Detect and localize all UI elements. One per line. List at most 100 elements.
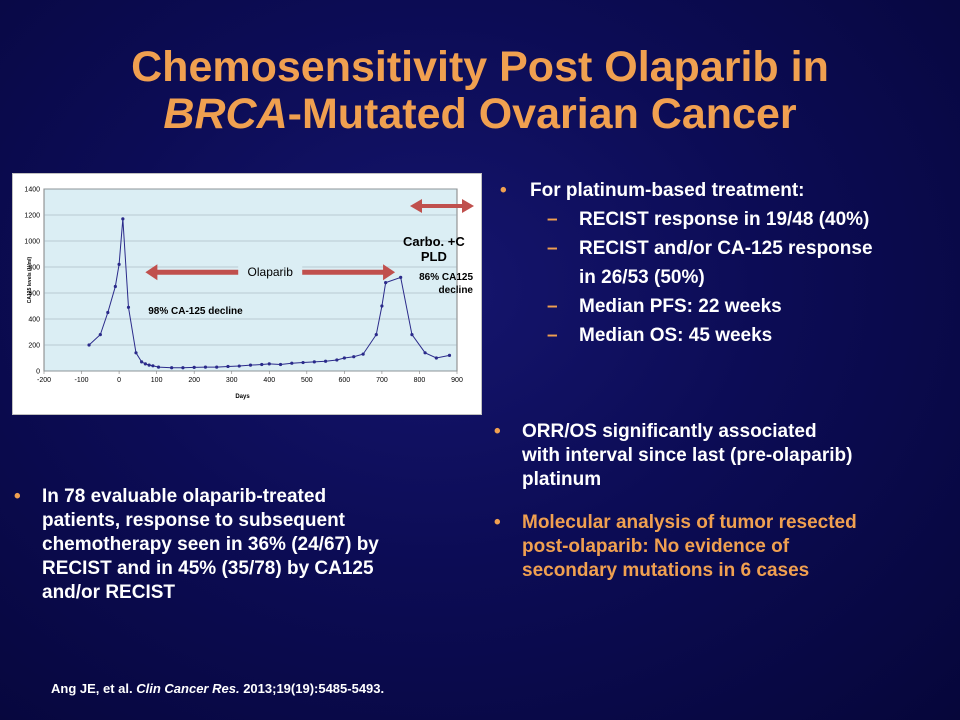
sub-item-text: RECIST and/or CA-125 response bbox=[579, 238, 873, 259]
decline-86-label: 86% CA125 decline bbox=[403, 271, 473, 297]
y-tick-label: 200 bbox=[28, 343, 40, 350]
sub-item-recist: – RECIST response in 19/48 (40%) bbox=[500, 205, 955, 234]
data-point bbox=[121, 217, 125, 221]
data-point bbox=[399, 275, 403, 279]
ca125-series-line bbox=[88, 218, 450, 369]
citation-authors: Ang JE, et al. bbox=[51, 681, 137, 696]
y-tick-label: 1200 bbox=[24, 213, 40, 220]
x-tick-label: 200 bbox=[188, 377, 200, 384]
data-point bbox=[423, 351, 427, 355]
data-point bbox=[260, 362, 264, 367]
title-brca: BRCA bbox=[163, 90, 288, 138]
citation-details: 2013;19(19):5485-5493. bbox=[239, 681, 385, 696]
data-point bbox=[151, 364, 155, 368]
decline-98-label: 98% CA-125 decline bbox=[148, 306, 243, 317]
data-point bbox=[342, 356, 346, 360]
sub-item-text: RECIST response in 19/48 (40%) bbox=[579, 209, 870, 230]
x-tick-label: 800 bbox=[414, 377, 426, 384]
olaparib-label-bg bbox=[238, 263, 303, 281]
dash-icon: – bbox=[547, 325, 558, 346]
carbo-label: Carbo. +C bbox=[403, 234, 465, 249]
decline-86-line2: decline bbox=[438, 285, 473, 296]
x-tick-label: 900 bbox=[451, 377, 463, 384]
molecular-line-2: post-olaparib: No evidence of bbox=[522, 536, 790, 557]
data-point bbox=[147, 363, 151, 367]
olaparib-label: Olaparib bbox=[248, 265, 294, 279]
ca125-chart: 0 200 400 600 800 1000 1200 1400 -200 -100 0 100 200… bbox=[24, 187, 463, 401]
title-line-2-rest: -Mutated Ovarian Cancer bbox=[287, 90, 797, 138]
data-point bbox=[192, 365, 196, 369]
dash-icon: – bbox=[547, 238, 558, 259]
data-point bbox=[143, 362, 147, 366]
x-tick-label: -100 bbox=[75, 377, 89, 384]
data-point bbox=[87, 343, 91, 347]
molecular-line-3: secondary mutations in 6 cases bbox=[522, 560, 810, 581]
sub-item-text: Median PFS: 22 weeks bbox=[579, 296, 782, 317]
data-point bbox=[447, 353, 452, 357]
decline-86-line1: 86% CA125 bbox=[419, 272, 473, 283]
left-line-5: and/or RECIST bbox=[42, 582, 176, 603]
data-point bbox=[140, 360, 144, 364]
orr-line-1: ORR/OS significantly associated bbox=[522, 421, 817, 442]
x-tick-label: 600 bbox=[339, 377, 351, 384]
left-line-3: chemotherapy seen in 36% (24/67) by bbox=[42, 534, 379, 555]
olaparib-arrow-left-head bbox=[145, 264, 158, 281]
data-point bbox=[126, 305, 131, 309]
data-point bbox=[278, 362, 283, 367]
data-point bbox=[301, 360, 305, 365]
y-tick-label: 1000 bbox=[24, 239, 40, 246]
bullet-dot-icon: • bbox=[494, 512, 501, 533]
data-point bbox=[248, 363, 253, 367]
platinum-header: • For platinum-based treatment: bbox=[500, 177, 955, 205]
y-tick-label: 800 bbox=[28, 265, 40, 272]
data-point bbox=[113, 284, 117, 289]
data-point bbox=[361, 352, 365, 356]
top-right-double-arrow-icon bbox=[410, 199, 474, 213]
bullet-dot-icon: • bbox=[494, 421, 501, 442]
molecular-line-1: Molecular analysis of tumor resected bbox=[522, 512, 857, 533]
data-point bbox=[410, 333, 414, 337]
x-tick-label: 400 bbox=[263, 377, 275, 384]
y-axis-label: CA125 levels (U/ml) bbox=[27, 256, 33, 303]
orr-line-2: with interval since last (pre-olaparib) bbox=[522, 445, 853, 466]
left-response-bullet: • In 78 evaluable olaparib-treated patie… bbox=[14, 485, 484, 605]
y-tick-label: 0 bbox=[36, 369, 40, 376]
carbo-pld-label: Carbo. +C PLD bbox=[403, 234, 465, 264]
bullet-dot-icon: • bbox=[500, 180, 507, 201]
sub-item-pfs: – Median PFS: 22 weeks bbox=[500, 292, 955, 321]
data-point bbox=[226, 364, 230, 369]
data-point bbox=[117, 262, 121, 266]
data-point bbox=[237, 364, 241, 368]
orr-line-3: platinum bbox=[522, 469, 602, 490]
ca125-chart-panel: 0 200 400 600 800 1000 1200 1400 -200 -100 0 100 200… bbox=[12, 173, 482, 415]
data-point bbox=[170, 366, 174, 370]
data-point bbox=[312, 360, 316, 364]
y-tick-label: 400 bbox=[28, 317, 40, 324]
x-tick-label: 100 bbox=[151, 377, 163, 384]
data-point bbox=[434, 356, 438, 360]
orr-os-bullet: • ORR/OS significantly associated with i… bbox=[494, 420, 954, 492]
data-point bbox=[203, 365, 208, 369]
sub-item-recist-ca125-cont: in 26/53 (50%) bbox=[500, 263, 955, 292]
molecular-bullet: • Molecular analysis of tumor resected p… bbox=[494, 511, 954, 583]
sub-item-recist-ca125: – RECIST and/or CA-125 response bbox=[500, 234, 955, 263]
left-line-4: RECIST and in 45% (35/78) by CA125 bbox=[42, 558, 374, 579]
olaparib-arrow-right-head bbox=[383, 264, 396, 281]
data-point bbox=[384, 281, 388, 285]
data-point bbox=[134, 351, 138, 355]
slide-title: Chemosensitivity Post Olaparib in BRCA-M… bbox=[0, 44, 960, 138]
y-tick-label: 600 bbox=[28, 291, 40, 298]
left-line-2: patients, response to subsequent bbox=[42, 510, 345, 531]
data-point bbox=[267, 362, 271, 366]
data-point bbox=[374, 333, 378, 337]
citation-journal: Clin Cancer Res. bbox=[136, 681, 240, 696]
y-tick-label: 1400 bbox=[24, 187, 40, 194]
data-point bbox=[156, 365, 161, 369]
x-tick-label: 300 bbox=[226, 377, 238, 384]
data-point bbox=[98, 333, 102, 337]
data-point bbox=[106, 310, 110, 315]
title-line-2: BRCA-Mutated Ovarian Cancer bbox=[0, 91, 960, 138]
x-tick-label: 700 bbox=[376, 377, 388, 384]
data-point bbox=[352, 355, 356, 359]
x-tick-label: 0 bbox=[117, 377, 121, 384]
